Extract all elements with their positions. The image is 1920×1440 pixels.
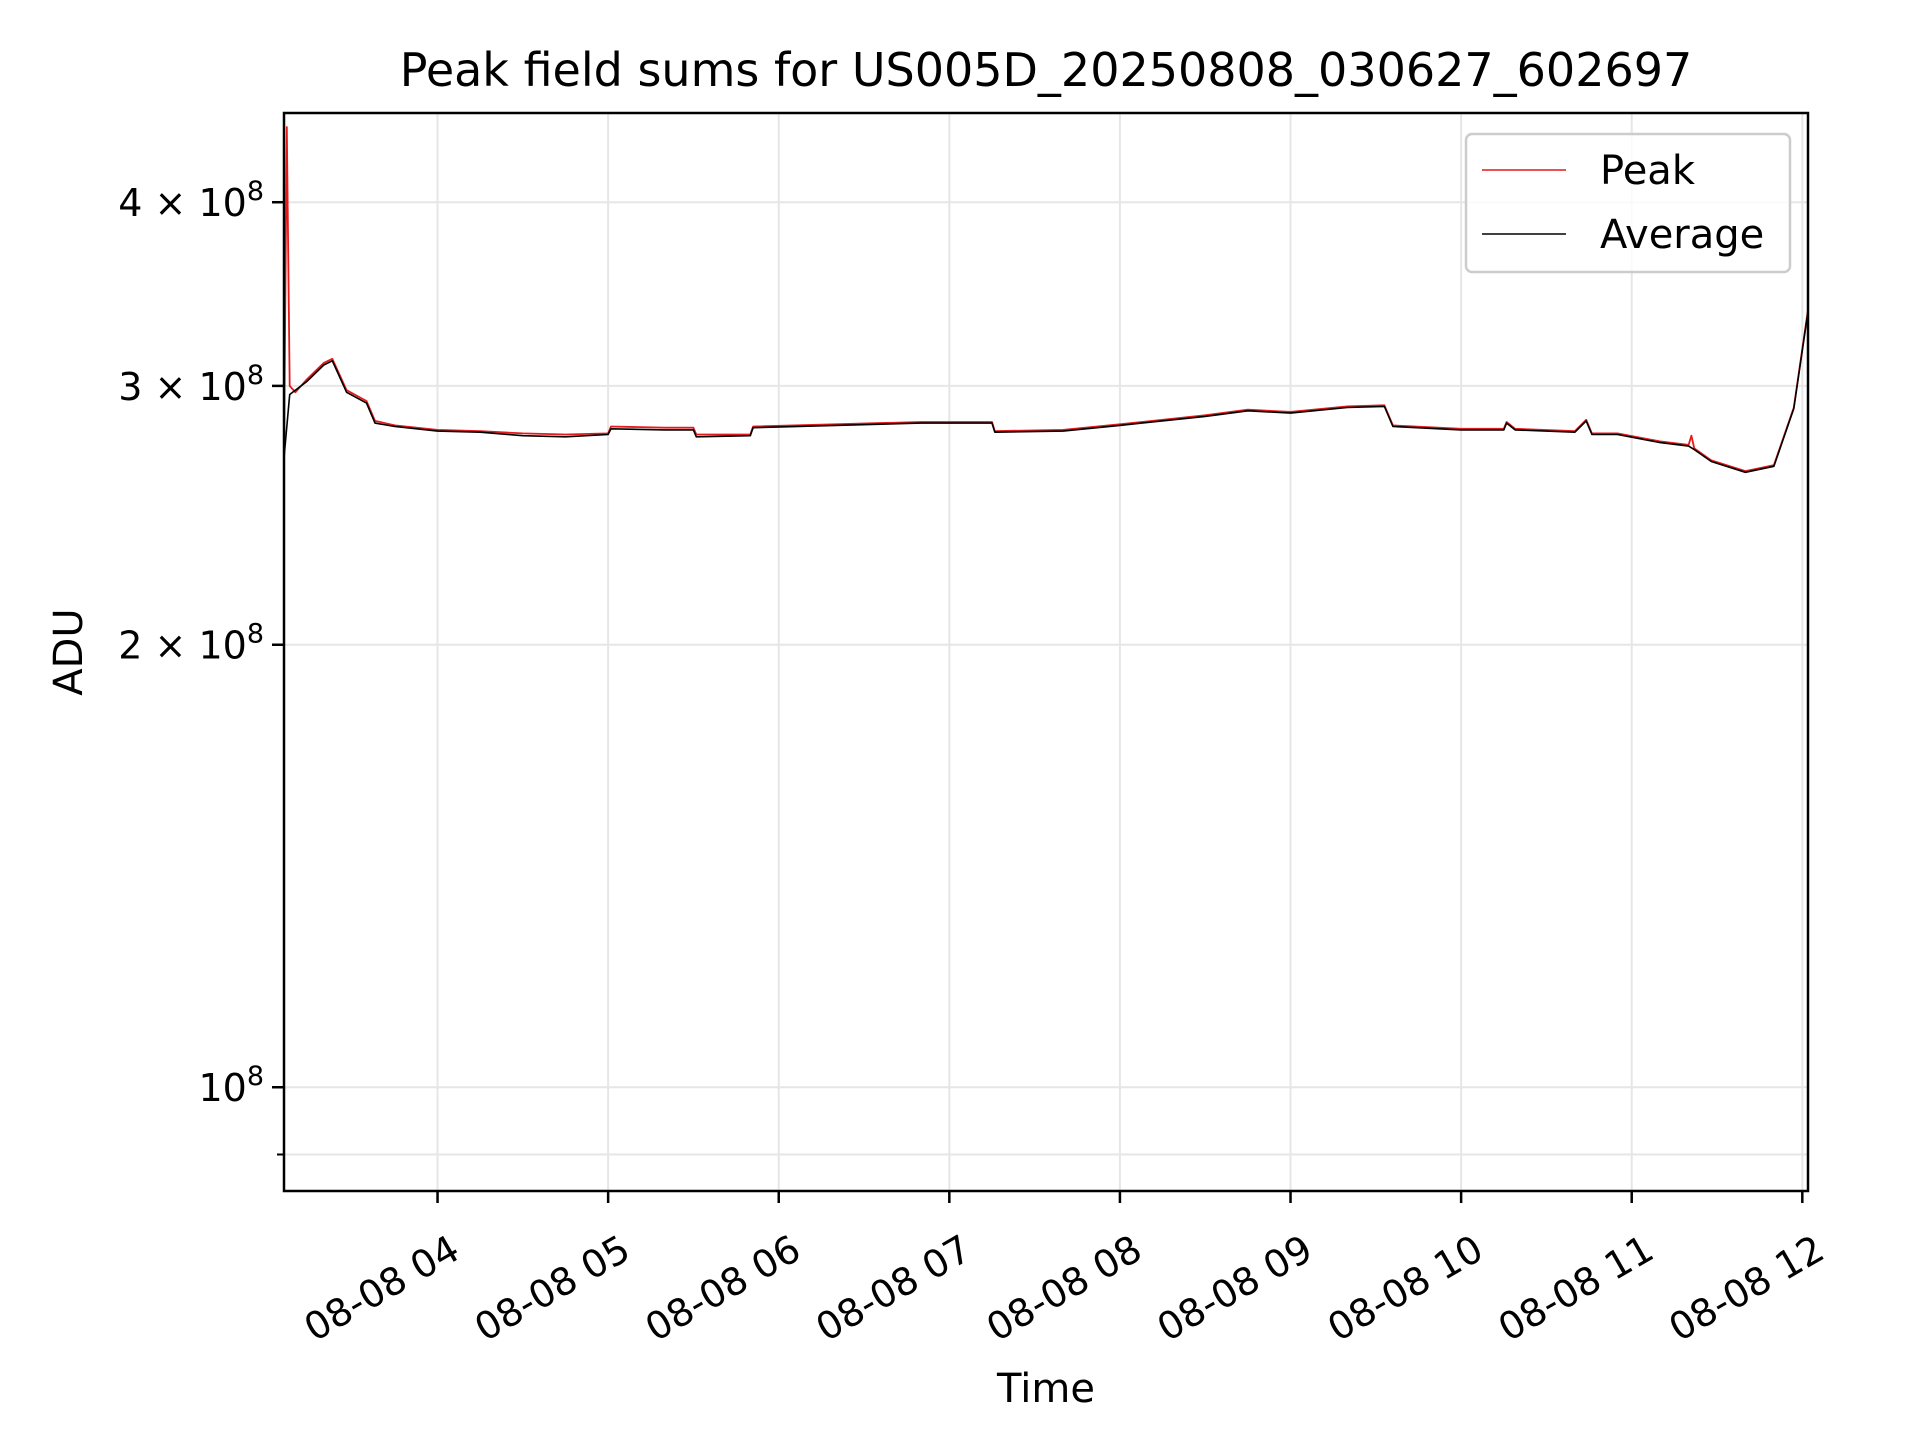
series-line-average xyxy=(283,311,1809,474)
plot-frame xyxy=(282,111,1810,1193)
chart-title: Peak field sums for US005D_20250808_0306… xyxy=(400,43,1693,97)
x-axis-label: Time xyxy=(996,1366,1095,1412)
y-axis: 108 2 × 108 3 × 108 4 × 108 xyxy=(118,176,284,1156)
legend: Peak Average xyxy=(1464,132,1792,274)
legend-box xyxy=(1464,132,1792,274)
y-tick-label: 4 × 108 xyxy=(118,176,264,225)
legend-label-average: Average xyxy=(1600,212,1764,258)
y-tick-label: 2 × 108 xyxy=(118,619,264,668)
y-tick-label: 3 × 108 xyxy=(118,360,264,409)
series-layer xyxy=(283,126,1809,474)
y-axis-label: ADU xyxy=(46,608,92,695)
grid xyxy=(284,113,1808,1191)
y-tick-label: 108 xyxy=(198,1061,264,1110)
legend-label-peak: Peak xyxy=(1600,148,1696,194)
